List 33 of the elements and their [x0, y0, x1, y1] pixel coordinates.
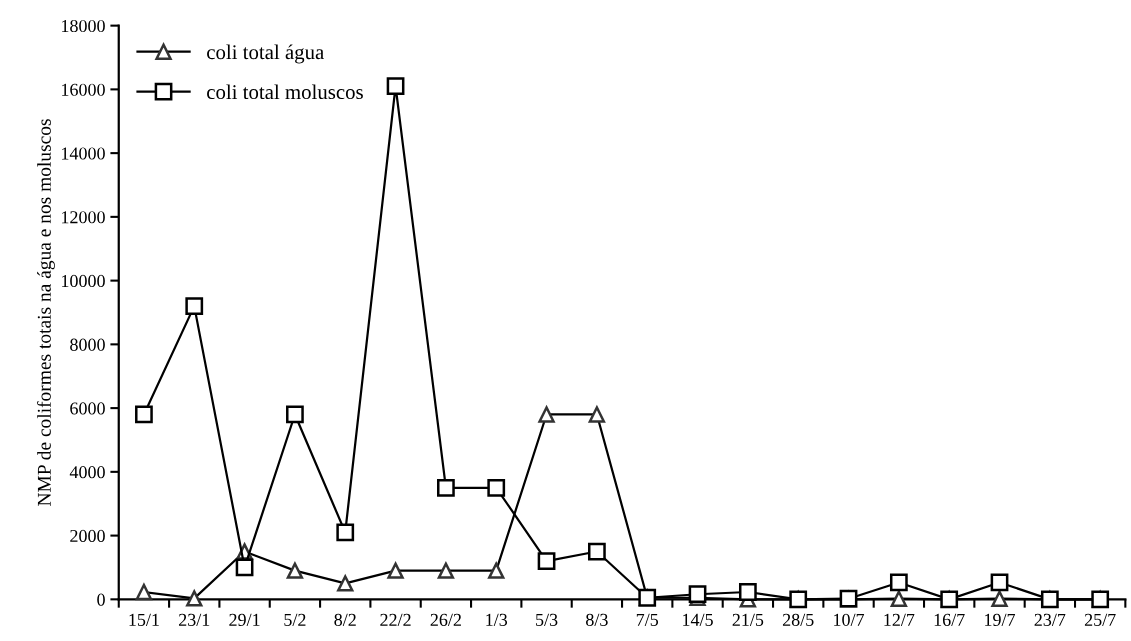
y-tick-label: 4000 [69, 466, 105, 479]
x-tick-label: 22/2 [380, 613, 411, 626]
y-tick-label: 14000 [62, 147, 105, 160]
x-tick-label: 26/2 [430, 613, 461, 626]
x-tick-label: 21/5 [732, 613, 764, 626]
x-tick-label: 23/1 [178, 613, 210, 626]
x-tick-label: 14/5 [683, 613, 713, 626]
y-tick-label: 16000 [62, 83, 105, 96]
y-tick-label: 0 [97, 593, 105, 606]
x-tick-label: 8/3 [586, 613, 608, 626]
x-tick-label: 23/7 [1034, 613, 1066, 626]
y-axis-title: NMP de coliformes totais na água e nos moluscos [36, 119, 55, 506]
x-tick-label: 7/5 [636, 613, 659, 626]
y-tick-label: 12000 [62, 211, 105, 224]
x-tick-label: 8/2 [334, 613, 356, 626]
x-tick-label: 29/1 [229, 613, 260, 626]
y-tick-label: 2000 [70, 529, 105, 543]
legend-label: coli total água [207, 44, 324, 64]
x-tick-label: 16/7 [934, 613, 965, 626]
x-tick-label: 25/7 [1084, 613, 1116, 626]
y-tick-label: 18000 [62, 19, 105, 33]
legend-label: coli total moluscos [207, 84, 363, 100]
x-tick-label: 5/2 [284, 613, 306, 626]
x-tick-label: 12/7 [884, 613, 915, 626]
x-tick-label: 19/7 [985, 613, 1016, 626]
x-tick-label: 28/5 [782, 613, 814, 626]
y-tick-label: 10000 [62, 274, 105, 288]
x-tick-label: 5/3 [536, 613, 558, 626]
y-tick-label: 6000 [70, 402, 105, 415]
x-tick-label: 15/1 [129, 613, 159, 626]
x-tick-label: 10/7 [834, 613, 865, 626]
y-tick-label: 8000 [70, 338, 105, 351]
x-tick-label: 1/3 [486, 613, 508, 626]
